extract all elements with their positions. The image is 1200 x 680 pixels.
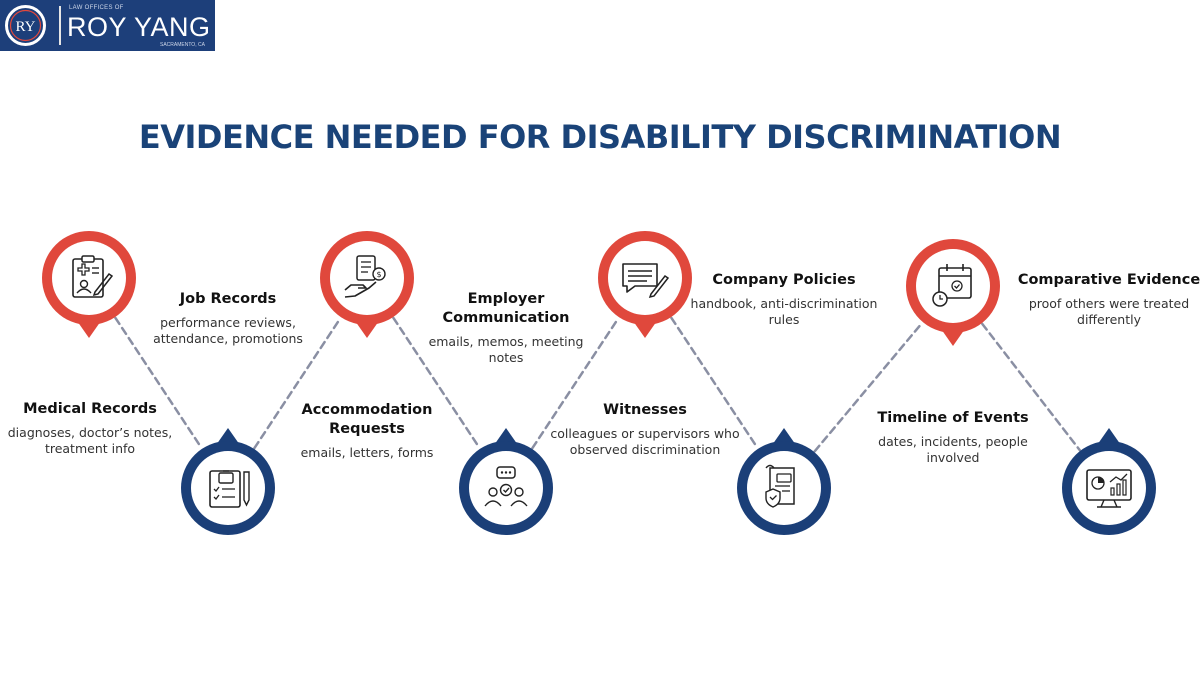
connector-line — [253, 316, 342, 450]
pin-face — [1072, 451, 1146, 525]
evidence-description: handbook, anti-discrimination rules — [690, 296, 878, 327]
evidence-label: Comparative Evidence proof others were tr… — [1014, 271, 1200, 328]
message-pen-icon — [622, 263, 670, 299]
connector-line — [813, 321, 924, 453]
pin-face — [916, 249, 990, 323]
evidence-heading: Company Policies — [712, 272, 856, 288]
calendar-clock-icon — [932, 264, 972, 307]
svg-text:$: $ — [376, 270, 381, 279]
evidence-description: proof others were treated differently — [1028, 296, 1190, 327]
logo-tagline: LAW OFFICES OF — [69, 5, 124, 11]
evidence-heading: Employer Communication — [442, 291, 570, 326]
evidence-description: emails, letters, forms — [300, 445, 434, 460]
pin-face — [330, 241, 404, 315]
group-chat-icon — [484, 466, 528, 507]
pin-marker — [906, 239, 1000, 346]
evidence-heading: Witnesses — [603, 402, 687, 418]
evidence-label: Job Records performance reviews, attendan… — [133, 290, 323, 347]
evidence-heading: Accommodation Requests — [301, 402, 433, 437]
evidence-description: dates, incidents, people involved — [878, 434, 1028, 465]
connector-line — [981, 322, 1081, 452]
job-records-icon — [209, 470, 250, 508]
evidence-heading: Medical Records — [23, 401, 157, 417]
logo-divider — [59, 6, 61, 45]
pin-marker — [42, 231, 136, 338]
analytics-monitor-icon — [1086, 469, 1132, 508]
pin-marker — [598, 231, 692, 338]
monogram-icon: RY — [5, 5, 46, 46]
logo-monogram: RY — [15, 19, 35, 35]
pin-marker — [1062, 428, 1156, 535]
pin-face — [608, 241, 682, 315]
evidence-label: Medical Records diagnoses, doctor’s notes… — [0, 400, 185, 457]
pins: $ — [42, 231, 1156, 535]
evidence-description: emails, memos, meeting notes — [428, 334, 584, 365]
logo: RY LAW OFFICES OF ROY YANG SACRAMENTO, C… — [0, 0, 215, 51]
evidence-heading: Comparative Evidence — [1017, 272, 1200, 288]
connectors — [114, 316, 1081, 453]
evidence-label: Employer Communication emails, memos, mee… — [411, 290, 601, 366]
pin-marker — [459, 428, 553, 535]
page-title: EVIDENCE NEEDED FOR DISABILITY DISCRIMIN… — [138, 118, 1062, 156]
connector-line — [392, 316, 481, 450]
evidence-label: Accommodation Requests emails, letters, f… — [272, 401, 462, 461]
pin-face — [52, 241, 126, 315]
policy-scroll-icon — [765, 464, 795, 508]
pin-face — [747, 451, 821, 525]
evidence-label: Timeline of Events dates, incidents, peop… — [858, 409, 1048, 466]
pin-marker — [181, 428, 275, 535]
pin-face — [191, 451, 265, 525]
medical-clipboard-icon — [72, 255, 114, 298]
hand-checklist-icon: $ — [344, 255, 386, 298]
evidence-label: Witnesses colleagues or supervisors who o… — [550, 401, 740, 458]
pin-marker — [737, 428, 831, 535]
evidence-description: diagnoses, doctor’s notes, treatment inf… — [7, 425, 173, 456]
logo-name: ROY YANG — [67, 12, 211, 42]
evidence-heading: Job Records — [179, 291, 277, 307]
connector-line — [114, 316, 203, 450]
logo-city: SACRAMENTO, CA — [160, 42, 205, 48]
evidence-label: Company Policies handbook, anti-discrimin… — [689, 271, 879, 328]
evidence-description: colleagues or supervisors who observed d… — [550, 426, 740, 457]
evidence-heading: Timeline of Events — [877, 410, 1029, 426]
pin-marker: $ — [320, 231, 414, 338]
connector-line — [670, 316, 759, 450]
connector-line — [531, 316, 620, 450]
evidence-description: performance reviews, attendance, promoti… — [153, 315, 303, 346]
